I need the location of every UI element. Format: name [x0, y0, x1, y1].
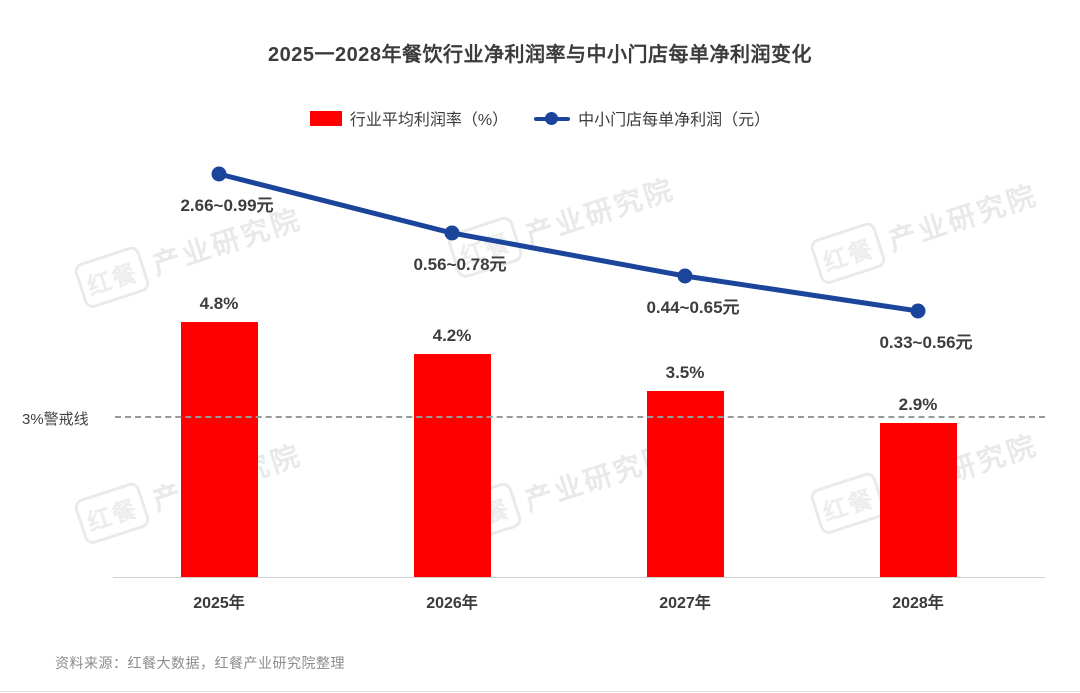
line-value-label: 0.56~0.78元 [413, 255, 507, 274]
legend-line-label: 中小门店每单净利润（元） [578, 112, 771, 129]
bar-swatch-icon [309, 110, 342, 126]
x-axis-label: 2025年 [193, 595, 245, 612]
legend-bar-label: 行业平均利润率（%） [349, 112, 509, 129]
bar-2026年 [413, 354, 491, 578]
line-value-label: 0.33~0.56元 [879, 333, 973, 352]
x-axis-label: 2028年 [892, 595, 944, 612]
bar-2028年 [879, 423, 957, 578]
legend-item-line: 中小门店每单净利润（元） [534, 106, 770, 130]
bar-2025年 [180, 322, 258, 578]
x-axis-line [113, 577, 1045, 578]
x-axis-label: 2026年 [426, 595, 478, 612]
line-value-label: 2.66~0.99元 [180, 196, 274, 215]
bar-value-label: 4.8% [199, 294, 239, 314]
bar-2027年 [646, 391, 724, 578]
chart-title: 2025一2028年餐饮行业净利润率与中小门店每单净利润变化 [268, 44, 812, 66]
bar-value-label: 4.2% [432, 326, 472, 345]
line-point [444, 225, 460, 241]
bottom-divider [0, 691, 1080, 692]
line-value-label: 0.44~0.65元 [646, 298, 740, 317]
x-axis-label: 2027年 [659, 595, 711, 612]
source-note: 资料来源：红餐大数据，红餐产业研究院整理 [55, 655, 345, 671]
chart-legend: 行业平均利润率（%） 中小门店每单净利润（元） [0, 106, 1080, 130]
line-point [211, 166, 227, 182]
line-swatch-icon [534, 111, 571, 126]
bar-value-label: 3.5% [665, 363, 705, 383]
line-point [910, 303, 926, 319]
legend-item-bar: 行业平均利润率（%） [309, 106, 509, 130]
line-point [677, 268, 693, 284]
reference-line-label: 3%警戒线 [22, 411, 89, 428]
reference-dashed-line [115, 416, 1045, 418]
bar-value-label: 2.9% [898, 395, 938, 415]
